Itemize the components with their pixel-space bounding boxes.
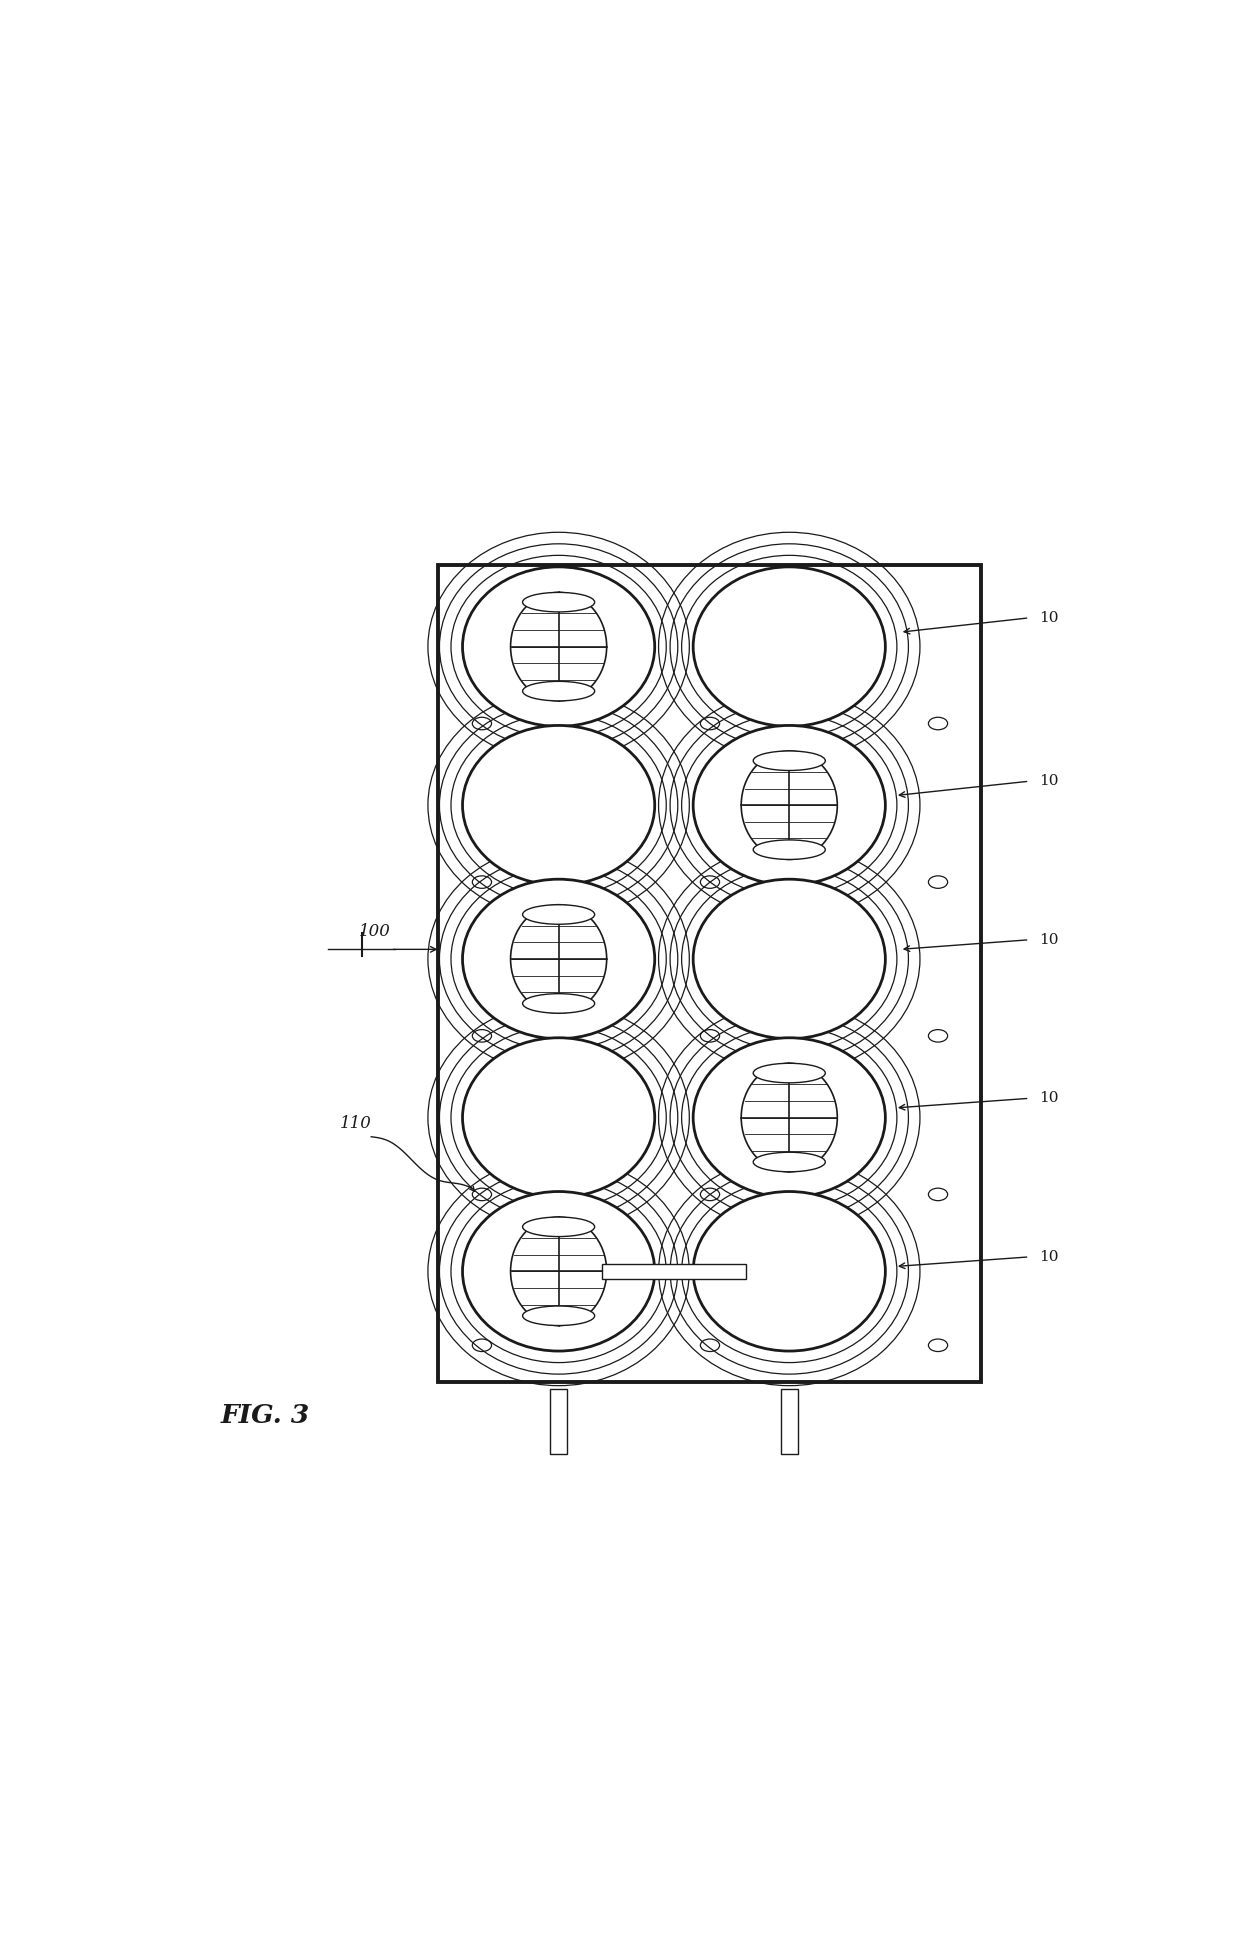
Ellipse shape bbox=[463, 568, 655, 726]
Ellipse shape bbox=[472, 1030, 491, 1042]
Ellipse shape bbox=[463, 726, 655, 885]
Ellipse shape bbox=[522, 1216, 595, 1236]
Ellipse shape bbox=[742, 752, 837, 860]
Bar bbox=[781, 1389, 797, 1455]
Ellipse shape bbox=[472, 1338, 491, 1352]
Ellipse shape bbox=[522, 994, 595, 1013]
Ellipse shape bbox=[463, 1038, 655, 1197]
Ellipse shape bbox=[929, 1338, 947, 1352]
Ellipse shape bbox=[742, 1063, 837, 1172]
Ellipse shape bbox=[693, 568, 885, 726]
Ellipse shape bbox=[522, 905, 595, 924]
Ellipse shape bbox=[472, 876, 491, 889]
Ellipse shape bbox=[693, 879, 885, 1038]
Ellipse shape bbox=[522, 1306, 595, 1325]
Ellipse shape bbox=[693, 726, 885, 885]
Text: 10: 10 bbox=[1039, 775, 1059, 788]
Bar bbox=[601, 1263, 746, 1278]
Ellipse shape bbox=[929, 1187, 947, 1201]
Ellipse shape bbox=[463, 879, 655, 1038]
Bar bbox=[551, 1389, 567, 1455]
Ellipse shape bbox=[522, 682, 595, 701]
Ellipse shape bbox=[701, 876, 719, 889]
Text: 10: 10 bbox=[1039, 610, 1059, 626]
Ellipse shape bbox=[472, 1187, 491, 1201]
Ellipse shape bbox=[693, 1038, 885, 1197]
Ellipse shape bbox=[472, 717, 491, 730]
Ellipse shape bbox=[929, 1030, 947, 1042]
Text: FIG. 3: FIG. 3 bbox=[221, 1402, 310, 1428]
Ellipse shape bbox=[753, 1153, 826, 1172]
Ellipse shape bbox=[511, 593, 606, 701]
Ellipse shape bbox=[522, 593, 595, 612]
Text: 10: 10 bbox=[1039, 934, 1059, 947]
Ellipse shape bbox=[929, 876, 947, 889]
Text: 10: 10 bbox=[1039, 1249, 1059, 1263]
Ellipse shape bbox=[463, 1191, 655, 1350]
Text: 110: 110 bbox=[340, 1116, 371, 1131]
Ellipse shape bbox=[929, 717, 947, 730]
Ellipse shape bbox=[701, 717, 719, 730]
Ellipse shape bbox=[753, 1063, 826, 1083]
Ellipse shape bbox=[701, 1030, 719, 1042]
Ellipse shape bbox=[511, 905, 606, 1013]
Ellipse shape bbox=[701, 1338, 719, 1352]
Ellipse shape bbox=[511, 1216, 606, 1325]
Ellipse shape bbox=[753, 841, 826, 860]
Bar bbox=[439, 566, 982, 1381]
Ellipse shape bbox=[753, 752, 826, 771]
Text: 100: 100 bbox=[358, 922, 391, 939]
Ellipse shape bbox=[701, 1187, 719, 1201]
Text: 10: 10 bbox=[1039, 1091, 1059, 1106]
Ellipse shape bbox=[693, 1191, 885, 1350]
